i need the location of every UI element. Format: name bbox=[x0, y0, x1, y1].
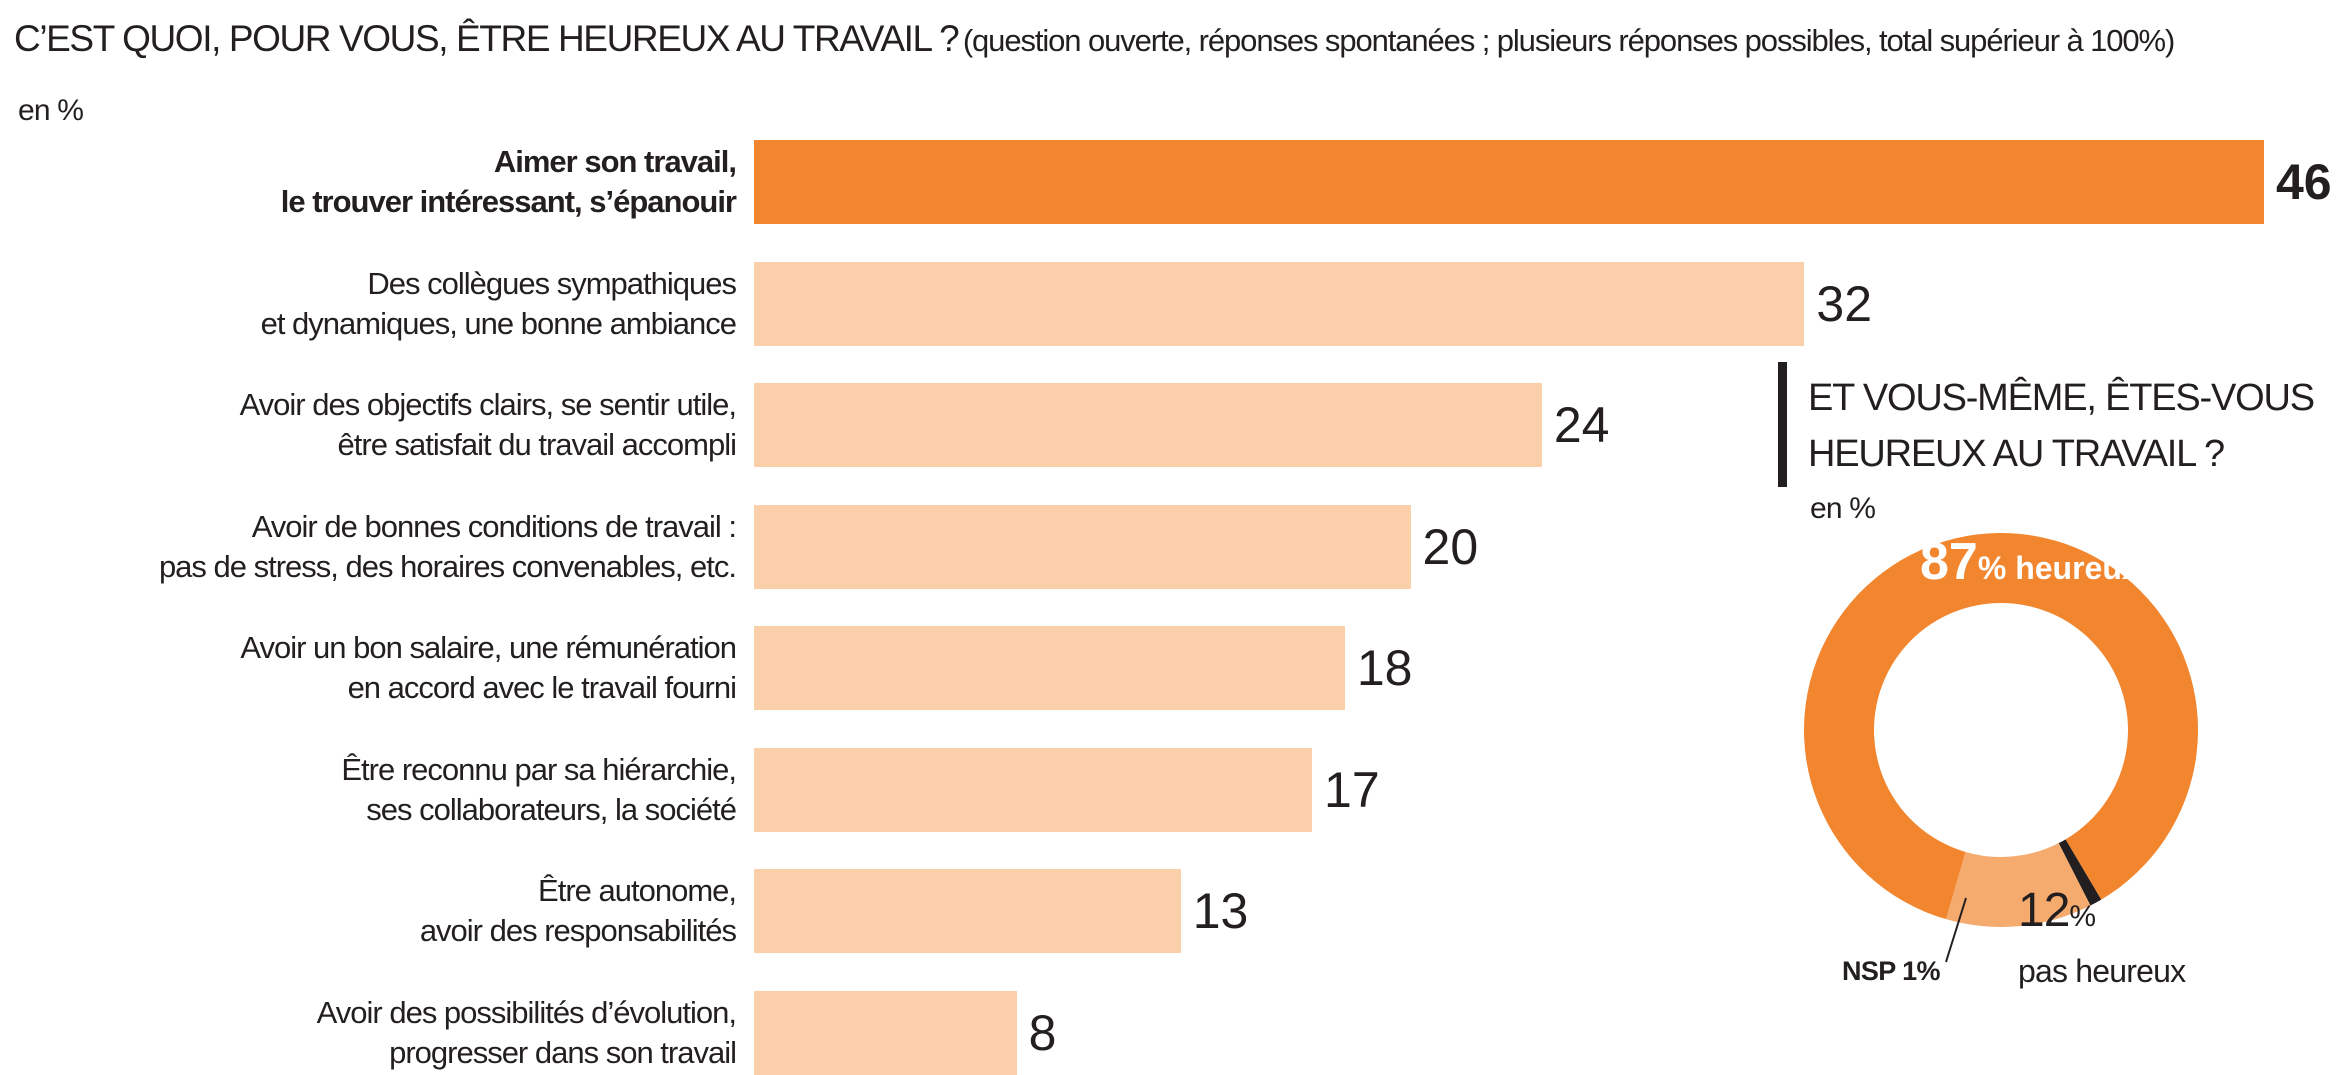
bar-7 bbox=[754, 869, 1181, 953]
bar-value-6: 17 bbox=[1324, 761, 1380, 818]
nsp-leader-line bbox=[1945, 897, 1967, 963]
bar-label-6-line-1: Être reconnu par sa hiérarchie, bbox=[341, 751, 737, 787]
bar-label-5-line-2: en accord avec le travail fourni bbox=[347, 670, 737, 705]
bar-label-2-line-2: et dynamiques, une bonne ambiance bbox=[260, 305, 737, 341]
bar-label-3: Avoir des objectifs clairs, se sentir ut… bbox=[0, 385, 737, 465]
slice-heureux-suffix: heureux bbox=[2006, 550, 2140, 586]
chart-title-subtitle: (question ouverte, réponses spontanées ;… bbox=[962, 23, 2176, 58]
bar-label-3-line-1: Avoir des objectifs clairs, se sentir ut… bbox=[239, 387, 737, 422]
slice-heureux-pct-sign: % bbox=[1977, 550, 2007, 586]
slice-label-heureux: 87% heureux bbox=[1920, 532, 2140, 592]
bar-value-2: 32 bbox=[1816, 275, 1873, 332]
slice-pas-heureux-pct-sign: % bbox=[2069, 900, 2097, 933]
bar-label-8-line-1: Avoir des possibilités d’évolution, bbox=[316, 994, 737, 1030]
donut-title-line-1: ET VOUS-MÊME, ÊTES-VOUS bbox=[1808, 377, 2315, 419]
bar-label-2-line-1: Des collègues sympathiques bbox=[367, 265, 737, 301]
bar-label-1-line-1: Aimer son travail, bbox=[493, 144, 737, 179]
bar-label-6-line-2: ses collaborateurs, la société bbox=[366, 791, 737, 827]
bar-label-1-line-2: le trouver intéressant, s’épanouir bbox=[280, 184, 737, 219]
bar-label-5: Avoir un bon salaire, une rémunération en… bbox=[0, 628, 737, 708]
donut-unit: en % bbox=[1810, 492, 1876, 525]
slice-heureux-value: 87 bbox=[1920, 533, 1978, 591]
bar-value-3: 24 bbox=[1553, 397, 1610, 453]
bar-label-4-line-1: Avoir de bonnes conditions de travail : bbox=[251, 508, 737, 544]
donut-title-line-2: HEUREUX AU TRAVAIL ? bbox=[1808, 433, 2225, 475]
slice-pas-heureux-value: 12 bbox=[2018, 884, 2070, 937]
bar-5 bbox=[754, 626, 1345, 710]
donut-title-accent-bar bbox=[1778, 362, 1787, 487]
bar-value-7: 13 bbox=[1192, 883, 1249, 939]
bar-4 bbox=[754, 504, 1411, 589]
bar-6 bbox=[754, 747, 1313, 832]
bar-value-4: 20 bbox=[1422, 518, 1479, 575]
bar-label-1: Aimer son travail, le trouver intéressant… bbox=[0, 142, 737, 222]
chart-title-main: C’EST QUOI, POUR VOUS, ÊTRE HEUREUX AU T… bbox=[14, 18, 960, 59]
bar-label-5-line-1: Avoir un bon salaire, une rémunération bbox=[240, 630, 737, 665]
bar-value-1: 46 bbox=[2276, 154, 2332, 210]
bar-chart-unit: en % bbox=[18, 94, 84, 127]
bar-label-2: Des collègues sympathiques et dynamiques,… bbox=[0, 264, 737, 344]
bar-label-7-line-1: Être autonome, bbox=[538, 873, 737, 908]
bar-1 bbox=[754, 140, 2264, 224]
bar-value-8: 8 bbox=[1028, 1004, 1057, 1061]
donut-slice-nsp bbox=[2058, 839, 2102, 906]
bar-label-6: Être reconnu par sa hiérarchie, ses colla… bbox=[0, 750, 737, 830]
bar-label-7: Être autonome, avoir des responsabilités bbox=[0, 871, 737, 951]
bar-3 bbox=[754, 383, 1542, 467]
bar-label-4-line-2: pas de stress, des horaires convenables,… bbox=[158, 548, 737, 584]
bar-label-3-line-2: être satisfait du travail accompli bbox=[337, 427, 737, 462]
bar-2 bbox=[754, 261, 1805, 346]
donut-slice-pas-heureux bbox=[1946, 843, 2091, 928]
chart-title: C’EST QUOI, POUR VOUS, ÊTRE HEUREUX AU T… bbox=[14, 18, 2334, 60]
slice-label-nsp: NSP 1% bbox=[1842, 956, 1941, 986]
slice-label-pas-heureux-value: 12% bbox=[2018, 883, 2096, 938]
donut-title: ET VOUS-MÊME, ÊTES-VOUS HEUREUX AU TRAVA… bbox=[1808, 370, 2315, 482]
donut-slice-heureux bbox=[1803, 532, 2198, 920]
bar-value-5: 18 bbox=[1356, 640, 1413, 696]
bar-label-4: Avoir de bonnes conditions de travail : p… bbox=[0, 507, 737, 587]
bar-label-7-line-2: avoir des responsabilités bbox=[419, 913, 737, 948]
slice-label-pas-heureux: pas heureux bbox=[2018, 953, 2186, 989]
